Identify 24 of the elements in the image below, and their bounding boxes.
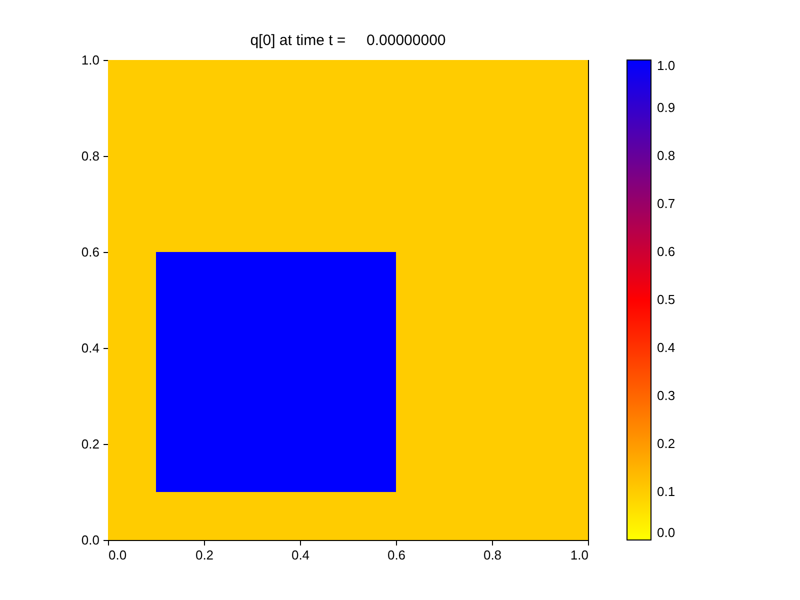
x-tick-label: 0.0: [108, 548, 127, 562]
y-tick-label: 0.4: [81, 340, 100, 356]
x-tick-label: 0.6: [387, 548, 406, 562]
x-tick-label: 0.2: [195, 548, 214, 562]
color-bar-label: 0.7: [657, 196, 676, 211]
x-tick-label: 1.0: [570, 548, 588, 562]
color-bar-label: 1.0: [657, 58, 676, 73]
x-tick-label: 0.8: [483, 548, 502, 562]
y-tick-label: 1.0: [81, 52, 100, 68]
color-bar-label: 0.3: [657, 388, 676, 403]
y-tick-label: 0.6: [81, 244, 100, 260]
color-bar-label: 0.5: [657, 292, 676, 307]
color-bar-label: 0.6: [657, 244, 676, 259]
chart-title: q[0] at time t = 0.00000000: [250, 32, 446, 49]
y-tick-label: 0.2: [81, 436, 100, 452]
y-tick-label: 0.8: [81, 148, 100, 164]
x-tick-label: 0.4: [291, 548, 310, 562]
color-bar-label: 0.2: [657, 436, 676, 451]
color-bar-label: 0.0: [657, 525, 676, 540]
color-bar-label: 0.4: [657, 340, 676, 355]
color-bar-label: 0.8: [657, 148, 676, 163]
y-tick-label: 0.0: [81, 532, 100, 548]
color-bar-label: 0.9: [657, 100, 676, 115]
color-bar-label: 0.1: [657, 484, 676, 499]
